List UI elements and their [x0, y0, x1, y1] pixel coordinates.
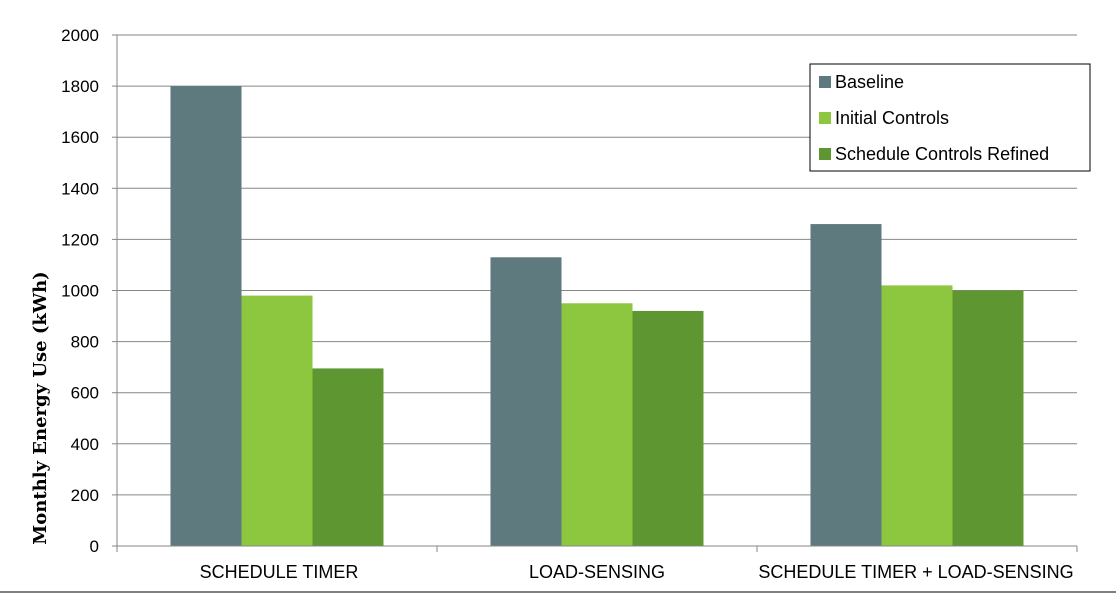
x-category-label: LOAD-SENSING — [529, 562, 665, 582]
y-tick-labels: 0 200 400 600 800 1000 1200 1400 1600 1800 2000 — [61, 26, 99, 556]
y-tick-label: 200 — [71, 486, 99, 505]
y-tick-label: 400 — [71, 435, 99, 454]
legend-box — [809, 63, 1091, 172]
bar-baseline-1 — [170, 86, 242, 546]
y-tick-label: 2000 — [61, 26, 99, 45]
bar-schedule-controls-refined-2 — [632, 310, 704, 546]
bar-schedule-controls-refined-3 — [952, 290, 1024, 546]
bars — [170, 86, 1024, 546]
x-category-label: SCHEDULE TIMER + LOAD-SENSING — [758, 562, 1073, 582]
y-tick-label: 0 — [90, 537, 99, 556]
y-tick-label: 600 — [71, 384, 99, 403]
legend: Baseline Initial Controls Schedule Control… — [809, 63, 1091, 172]
bar-initial-controls-1 — [241, 295, 313, 546]
bar-schedule-controls-refined-1 — [312, 368, 384, 546]
bar-initial-controls-2 — [561, 303, 633, 546]
legend-label-schedule-controls-refined: Schedule Controls Refined — [835, 144, 1049, 164]
y-tick-label: 1200 — [61, 230, 99, 249]
y-tick-label: 1000 — [61, 282, 99, 301]
legend-swatch-schedule-controls-refined — [819, 148, 831, 160]
x-category-label: SCHEDULE TIMER — [200, 562, 359, 582]
axes — [116, 35, 1078, 552]
y-tick-label: 1600 — [61, 128, 99, 147]
legend-swatch-initial-controls — [819, 112, 831, 124]
legend-swatch-baseline — [819, 76, 831, 88]
bar-baseline-3 — [810, 224, 882, 546]
y-tick-label: 1400 — [61, 179, 99, 198]
legend-label-initial-controls: Initial Controls — [835, 108, 949, 128]
legend-label-baseline: Baseline — [835, 72, 904, 92]
bar-initial-controls-3 — [881, 285, 953, 546]
x-category-labels: SCHEDULE TIMER LOAD-SENSING SCHEDULE TIMER… — [200, 562, 1074, 582]
y-tick-label: 800 — [71, 333, 99, 352]
y-axis-title: Monthly Energy Use (kWh) — [30, 271, 51, 544]
y-tick-label: 1800 — [61, 77, 99, 96]
bar-baseline-2 — [490, 257, 562, 546]
